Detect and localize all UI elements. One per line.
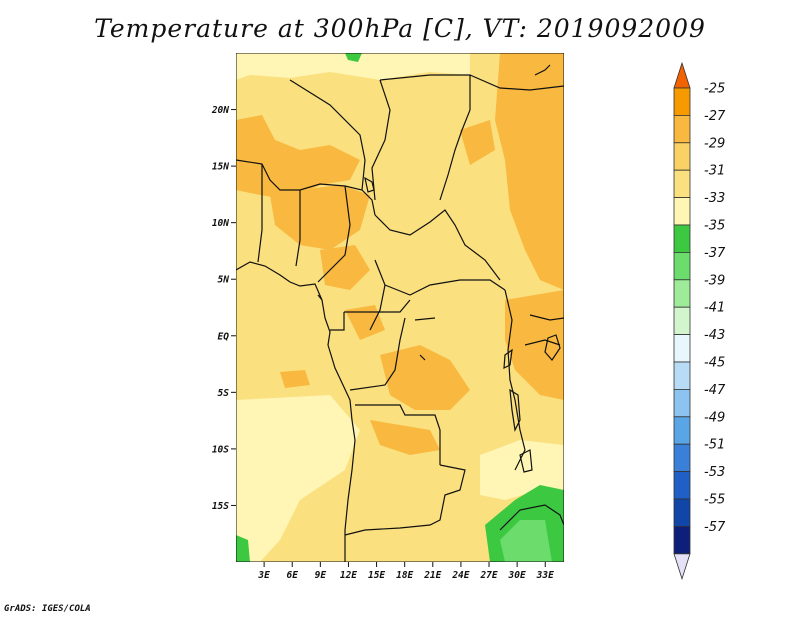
y-tick-label: 5S xyxy=(218,388,230,399)
x-tick-label: 3E xyxy=(257,570,270,581)
colorbar-label: -57 xyxy=(704,520,726,535)
longitude-axis: 3E 6E 9E 12E 15E 18E 21E 24E 27E 30E 33E xyxy=(257,562,554,581)
y-tick-label: EQ xyxy=(218,331,230,342)
colorbar-label: -49 xyxy=(704,410,725,425)
colorbar-swatch xyxy=(673,471,691,500)
colorbar-swatch xyxy=(673,169,691,198)
cool-region-light xyxy=(236,53,564,562)
map-title: Temperature at 300hPa [C], VT: 201909200… xyxy=(94,14,706,43)
colorbar-label: -43 xyxy=(704,328,725,343)
colorbar-swatch xyxy=(673,87,691,116)
colorbar-swatch xyxy=(673,416,691,445)
colorbar-swatch xyxy=(673,443,691,473)
cold-region-green xyxy=(236,53,564,562)
colorbar-bottom-arrow xyxy=(673,553,691,581)
y-tick-label: 15S xyxy=(212,501,229,512)
map-field xyxy=(236,53,564,562)
colorbar-label: -51 xyxy=(704,438,725,453)
x-tick-label: 18E xyxy=(396,570,413,581)
colorbar-swatch xyxy=(673,251,691,281)
colorbar-label: -53 xyxy=(704,465,725,480)
colorbar-label: -33 xyxy=(704,191,725,206)
x-tick-label: 27E xyxy=(479,570,497,581)
x-tick-label: 9E xyxy=(315,570,327,581)
colorbar-label: -31 xyxy=(704,164,725,179)
warm-region-orange xyxy=(236,53,564,455)
x-tick-label: 33E xyxy=(536,570,554,581)
y-tick-label: 10N xyxy=(212,218,229,229)
colorbar-swatch xyxy=(673,526,691,555)
colorbar-label: -55 xyxy=(704,493,725,508)
colorbar-swatch xyxy=(673,279,691,308)
colorbar-label: -27 xyxy=(704,109,726,124)
colorbar-swatch xyxy=(673,115,691,144)
colorbar-swatch xyxy=(673,224,691,253)
x-tick-label: 15E xyxy=(368,570,385,581)
y-tick-label: 5N xyxy=(218,275,230,286)
country-borders xyxy=(236,64,564,562)
colorbar-swatch xyxy=(673,334,691,363)
colorbar-swatch xyxy=(673,197,691,226)
x-tick-label: 6E xyxy=(287,570,299,581)
colorbar-swatch xyxy=(673,498,691,527)
colorbar-label: -45 xyxy=(704,356,725,371)
colorbar-label: -47 xyxy=(704,383,726,398)
colorbar-top-arrow xyxy=(673,61,691,89)
colorbar-label: -25 xyxy=(704,82,725,97)
colorbar-label: -29 xyxy=(704,136,725,151)
x-tick-label: 21E xyxy=(423,570,441,581)
colorbar-label: -41 xyxy=(704,301,725,316)
grads-credit: GrADS: IGES/COLA xyxy=(4,604,91,614)
colorbar-label: -39 xyxy=(704,273,725,288)
colorbar-swatch xyxy=(673,142,691,171)
y-tick-label: 20N xyxy=(211,105,229,116)
x-tick-label: 30E xyxy=(508,570,526,581)
colorbar-swatch xyxy=(673,388,691,418)
colorbar-swatch xyxy=(673,361,691,390)
lakes xyxy=(317,176,561,473)
latitude-axis: 20N 15N 10N 5N EQ 5S 10S 15S xyxy=(211,105,236,512)
x-tick-label: 24E xyxy=(451,570,469,581)
colorbar-label: -35 xyxy=(704,219,725,234)
y-tick-label: 10S xyxy=(212,444,229,455)
colorbar-label: -37 xyxy=(704,246,726,261)
colorbar: -25 -27 -29 -31 -33 -35 -37 -39 -41 -43 -45 -47 -49 -… xyxy=(673,61,726,581)
x-tick-label: 12E xyxy=(340,570,357,581)
y-tick-label: 15N xyxy=(212,162,229,173)
colorbar-swatch xyxy=(673,306,691,336)
